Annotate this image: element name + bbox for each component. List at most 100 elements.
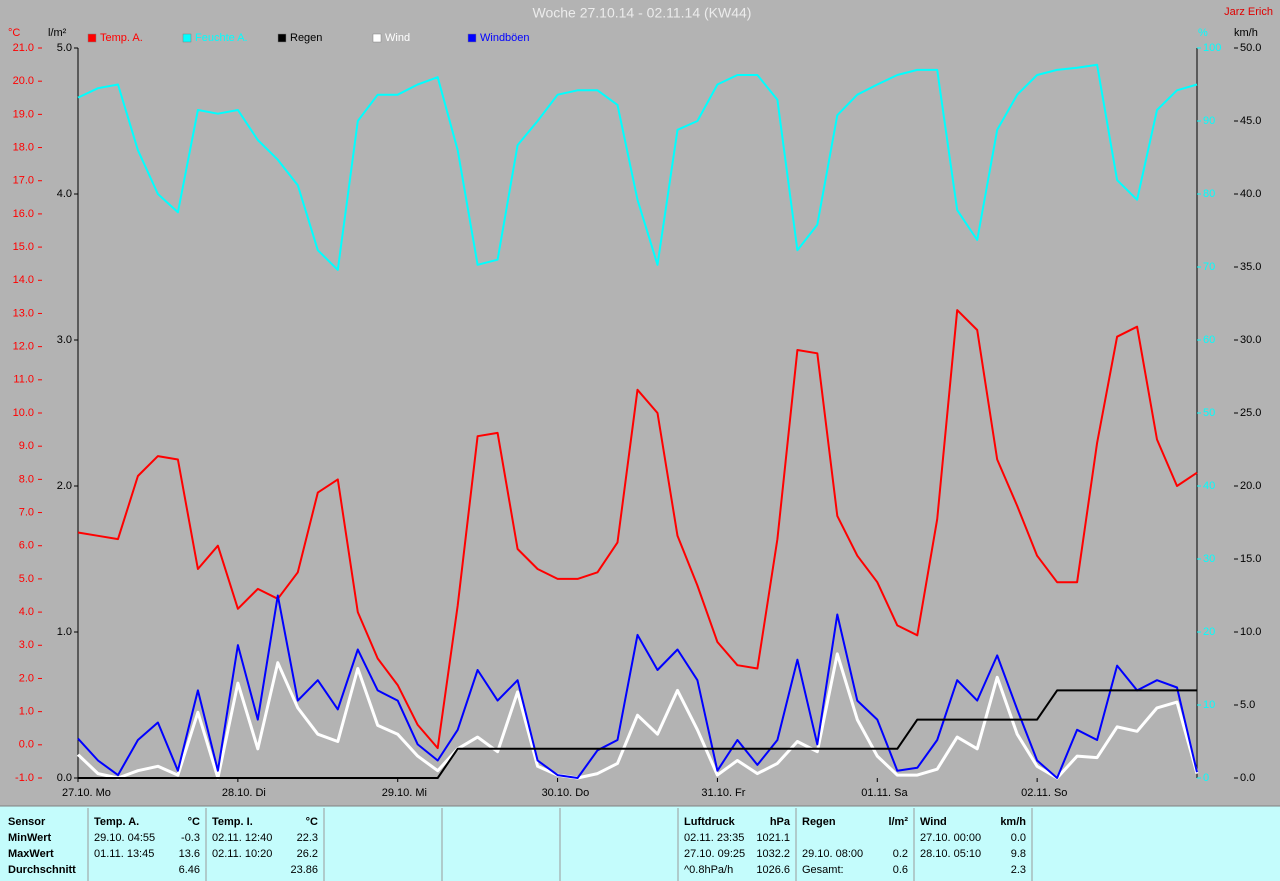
cell-value: 1032.2 (756, 848, 790, 860)
tick-label: 50 (1203, 407, 1215, 419)
tick-label: 5.0 (57, 42, 72, 54)
tick-label: 17.0 (13, 175, 34, 187)
tick-label: 30 (1203, 553, 1215, 565)
tick-label: 40 (1203, 480, 1215, 492)
tick-label: 14.0 (13, 274, 34, 286)
cell-time: 02.11. 12:40 (212, 832, 272, 844)
tick-label: 100 (1203, 42, 1221, 54)
group-unit: l/m² (888, 816, 908, 828)
tick-label: 0 (1203, 772, 1209, 784)
cell-value: 0.0 (1011, 832, 1026, 844)
tick-label: 70 (1203, 261, 1215, 273)
series-line (76, 652, 1199, 780)
author: Jarz Erich (1224, 6, 1273, 18)
tick-label: 9.0 (19, 440, 34, 452)
tick-label: 18.0 (13, 141, 34, 153)
cell-value: 1021.1 (756, 832, 790, 844)
tick-label: 4.0 (57, 188, 72, 200)
cell-time: 28.10. 05:10 (920, 848, 981, 860)
tick-label: 0.0 (19, 739, 34, 751)
y4-axis-unit: km/h (1234, 27, 1258, 39)
legend-swatch (467, 33, 477, 43)
tick-label: -1.0 (15, 772, 34, 784)
x-tick-label: 02.11. So (1021, 787, 1067, 799)
cell-value: 13.6 (179, 848, 200, 860)
cell-time: 29.10. 08:00 (802, 848, 863, 860)
series-line (78, 689, 1197, 779)
cell-value: 23.86 (290, 864, 318, 876)
x-tick-label: 30.10. Do (542, 787, 590, 799)
tick-label: 45.0 (1240, 115, 1261, 127)
tick-label: 8.0 (19, 473, 34, 485)
tick-label: 21.0 (13, 42, 34, 54)
y3-axis-unit: % (1198, 27, 1208, 39)
tick-label: 2.0 (57, 480, 72, 492)
chart-title: Woche 27.10.14 - 02.11.14 (KW44) (533, 5, 752, 21)
table-header: Sensor (8, 816, 46, 828)
x-tick-label: 29.10. Mi (382, 787, 427, 799)
cell-value: -0.3 (181, 832, 200, 844)
y-axis-unit: °C (8, 27, 20, 39)
tick-label: 7.0 (19, 506, 34, 518)
tick-label: 10.0 (1240, 626, 1261, 638)
tick-label: 16.0 (13, 208, 34, 220)
group-header: Regen (802, 816, 836, 828)
tick-label: 5.0 (19, 573, 34, 585)
cell-value: 6.46 (179, 864, 200, 876)
legend-swatch (277, 33, 287, 43)
tick-label: 3.0 (19, 639, 34, 651)
x-tick-label: 27.10. Mo (62, 787, 111, 799)
group-unit: km/h (1000, 816, 1026, 828)
cell-value: 2.3 (1011, 864, 1026, 876)
legend-swatch (182, 33, 192, 43)
tick-label: 35.0 (1240, 261, 1261, 273)
tick-label: 25.0 (1240, 407, 1261, 419)
tick-label: 20.0 (13, 75, 34, 87)
tick-label: 2.0 (19, 672, 34, 684)
cell-value: 26.2 (297, 848, 318, 860)
tick-label: 3.0 (57, 334, 72, 346)
cell-time: 02.11. 23:35 (684, 832, 744, 844)
cell-time: Gesamt: (802, 864, 844, 876)
tick-label: 5.0 (1240, 699, 1255, 711)
tick-label: 0.0 (57, 772, 72, 784)
legend-swatch (372, 33, 382, 43)
cell-time: 27.10. 00:00 (920, 832, 981, 844)
row-label: MaxWert (8, 848, 54, 860)
tick-label: 20 (1203, 626, 1215, 638)
tick-label: 1.0 (19, 706, 34, 718)
y2-axis-unit: l/m² (48, 27, 67, 39)
tick-label: 30.0 (1240, 334, 1261, 346)
tick-label: 10.0 (13, 407, 34, 419)
legend-label: Wind (385, 32, 410, 44)
group-header: Temp. A. (94, 816, 139, 828)
tick-label: 19.0 (13, 108, 34, 120)
row-label: MinWert (8, 832, 52, 844)
cell-time: ^0.8hPa/h (684, 864, 733, 876)
cell-time: 01.11. 13:45 (94, 848, 154, 860)
legend-label: Regen (290, 32, 322, 44)
group-unit: °C (188, 816, 200, 828)
tick-label: 80 (1203, 188, 1215, 200)
tick-label: 90 (1203, 115, 1215, 127)
stats-panel (0, 806, 1280, 881)
cell-value: 0.2 (893, 848, 908, 860)
cell-value: 9.8 (1011, 848, 1026, 860)
cell-value: 22.3 (297, 832, 318, 844)
group-header: Temp. I. (212, 816, 253, 828)
stats-table: Sensor MinWert MaxWert Durchschnitt Temp. A.… (8, 808, 1033, 881)
tick-label: 10 (1203, 699, 1215, 711)
series-line (77, 309, 1198, 750)
group-unit: °C (306, 816, 318, 828)
x-tick-label: 01.11. Sa (861, 787, 908, 799)
cell-time: 02.11. 10:20 (212, 848, 272, 860)
x-tick-label: 28.10. Di (222, 787, 266, 799)
x-tick-label: 31.10. Fr (701, 787, 745, 799)
legend-swatch (87, 33, 97, 43)
tick-label: 20.0 (1240, 480, 1261, 492)
cell-time: 29.10. 04:55 (94, 832, 155, 844)
series-line (77, 63, 1198, 271)
